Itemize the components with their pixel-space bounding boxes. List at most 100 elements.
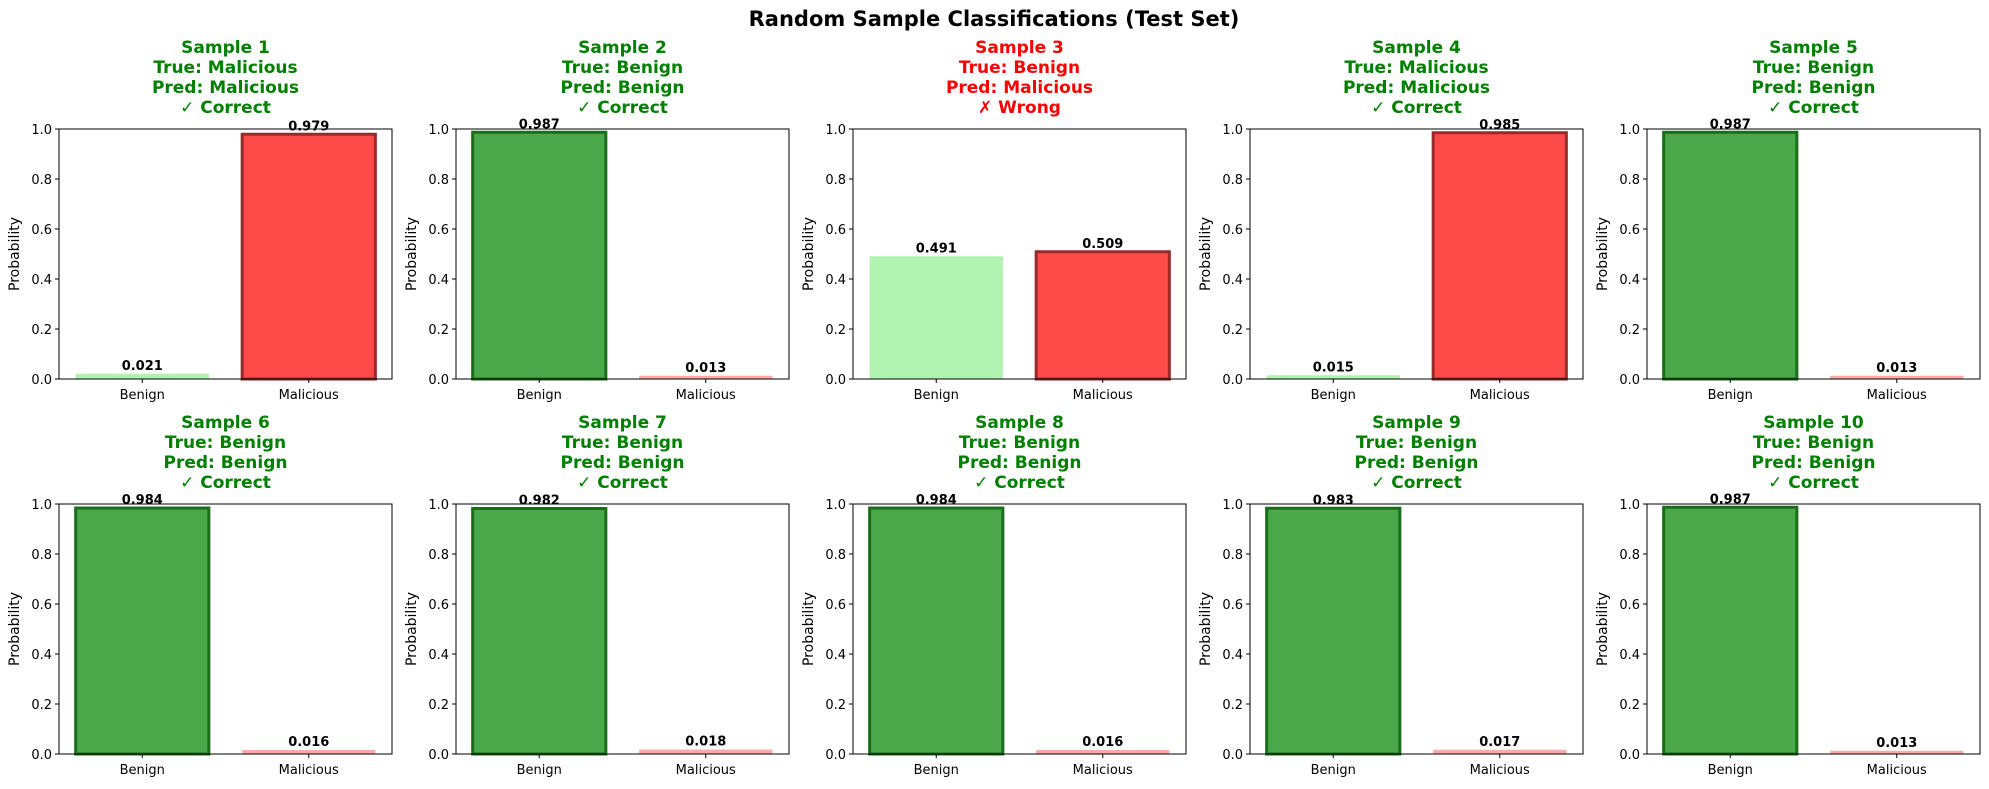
subplot-title-line: Pred: Malicious <box>946 78 1093 98</box>
y-tick-label: 0.8 <box>1619 173 1640 188</box>
panels: Sample 1 True: Malicious Pred: Malicious ✓ … <box>7 38 1981 778</box>
subplot-title-line: Pred: Benign <box>561 453 685 473</box>
subplot-title-line: True: Benign <box>959 433 1080 453</box>
bar-malicious <box>240 132 377 381</box>
subplot-title-line: Sample 7 <box>578 413 667 433</box>
y-tick-label: 0.4 <box>1222 273 1243 288</box>
x-tick-label: Malicious <box>1867 763 1927 778</box>
subplot-title-line: ✓ Correct <box>1371 473 1462 493</box>
x-tick-label: Malicious <box>279 388 339 403</box>
subplot-title-line: Sample 9 <box>1372 413 1461 433</box>
bar-malicious <box>639 375 773 379</box>
y-tick-label: 1.0 <box>31 498 52 513</box>
y-axis-label: Probability <box>1595 217 1611 291</box>
y-tick-label: 0.4 <box>1619 273 1640 288</box>
y-tick-label: 0.8 <box>31 173 52 188</box>
y-tick-label: 1.0 <box>31 123 52 138</box>
y-tick-label: 0.0 <box>31 373 52 388</box>
bar-value-label: 0.984 <box>122 493 163 508</box>
subplot-title-line: ✓ Correct <box>1371 98 1462 118</box>
y-tick-label: 0.8 <box>825 548 846 563</box>
x-tick-label: Benign <box>1708 388 1753 403</box>
x-tick-label: Benign <box>120 763 165 778</box>
bar-benign <box>868 506 1005 756</box>
bar-benign <box>1266 375 1400 379</box>
y-tick-label: 0.8 <box>1222 173 1243 188</box>
x-tick-label: Malicious <box>279 763 339 778</box>
y-tick-label: 1.0 <box>428 123 449 138</box>
y-tick-label: 0.8 <box>825 173 846 188</box>
subplot-title-line: Sample 1 <box>181 38 270 58</box>
y-tick-label: 0.0 <box>1619 748 1640 763</box>
x-tick-label: Benign <box>517 388 562 403</box>
subplot-title-line: True: Malicious <box>1344 58 1488 78</box>
y-tick-label: 0.2 <box>1222 323 1243 338</box>
bar-benign <box>1662 505 1799 756</box>
subplot-title-line: Pred: Benign <box>1752 453 1876 473</box>
bar-value-label: 0.987 <box>1710 492 1751 507</box>
y-tick-label: 0.4 <box>428 648 449 663</box>
subplot-title-line: Pred: Malicious <box>152 78 299 98</box>
axes-frame <box>455 503 790 755</box>
subplot-title-line: True: Benign <box>959 58 1080 78</box>
y-tick-label: 0.2 <box>31 698 52 713</box>
y-tick-label: 0.6 <box>1619 598 1640 613</box>
x-tick-label: Malicious <box>1073 763 1133 778</box>
bar-malicious <box>1830 375 1964 379</box>
y-axis-label: Probability <box>404 592 420 666</box>
x-tick-label: Malicious <box>1470 763 1530 778</box>
x-tick-label: Benign <box>517 763 562 778</box>
bar-benign <box>471 130 608 381</box>
x-tick-label: Malicious <box>1073 388 1133 403</box>
axes-frame <box>455 128 790 380</box>
x-tick-label: Benign <box>120 388 165 403</box>
y-tick-label: 0.0 <box>31 748 52 763</box>
bar-value-label: 0.015 <box>1313 360 1354 375</box>
x-tick-label: Benign <box>914 388 959 403</box>
bar-malicious <box>1433 749 1567 754</box>
bar-value-label: 0.982 <box>519 494 560 509</box>
y-tick-label: 0.0 <box>825 373 846 388</box>
axes-frame <box>1646 503 1981 755</box>
y-tick-label: 0.2 <box>825 698 846 713</box>
y-axis-label: Probability <box>1595 592 1611 666</box>
subplot-title-line: Pred: Benign <box>561 78 685 98</box>
y-tick-label: 0.0 <box>428 373 449 388</box>
subplot-title-line: True: Benign <box>1356 433 1477 453</box>
y-axis-label: Probability <box>1198 217 1214 291</box>
y-tick-label: 0.8 <box>428 548 449 563</box>
subplot-title-line: True: Benign <box>1753 58 1874 78</box>
y-tick-label: 0.4 <box>825 273 846 288</box>
subplot-title-line: Sample 2 <box>578 38 667 58</box>
bar-malicious <box>1431 131 1568 381</box>
bar-value-label: 0.013 <box>685 361 726 376</box>
y-tick-label: 0.2 <box>1619 698 1640 713</box>
bar-value-label: 0.021 <box>122 359 163 374</box>
y-axis-label: Probability <box>801 217 817 291</box>
bar-value-label: 0.491 <box>916 241 957 256</box>
y-tick-label: 0.2 <box>428 698 449 713</box>
bar-value-label: 0.984 <box>916 493 957 508</box>
y-tick-label: 0.0 <box>1222 373 1243 388</box>
bar-value-label: 0.979 <box>288 119 329 134</box>
subplot-title-line: Sample 4 <box>1372 38 1461 58</box>
subplot-title-line: Pred: Benign <box>1752 78 1876 98</box>
y-tick-label: 1.0 <box>1222 498 1243 513</box>
y-tick-label: 0.8 <box>1619 548 1640 563</box>
y-tick-label: 0.6 <box>31 598 52 613</box>
x-tick-label: Benign <box>1311 388 1356 403</box>
axes-frame <box>1646 128 1981 380</box>
x-tick-label: Benign <box>1311 763 1356 778</box>
bar-value-label: 0.018 <box>685 735 726 750</box>
y-tick-label: 0.6 <box>428 598 449 613</box>
subplot-title-line: Pred: Benign <box>1355 453 1479 473</box>
bar-value-label: 0.983 <box>1313 493 1354 508</box>
bar-value-label: 0.987 <box>519 117 560 132</box>
bar-malicious <box>1830 750 1964 754</box>
y-axis-label: Probability <box>7 592 23 666</box>
y-tick-label: 0.4 <box>1619 648 1640 663</box>
